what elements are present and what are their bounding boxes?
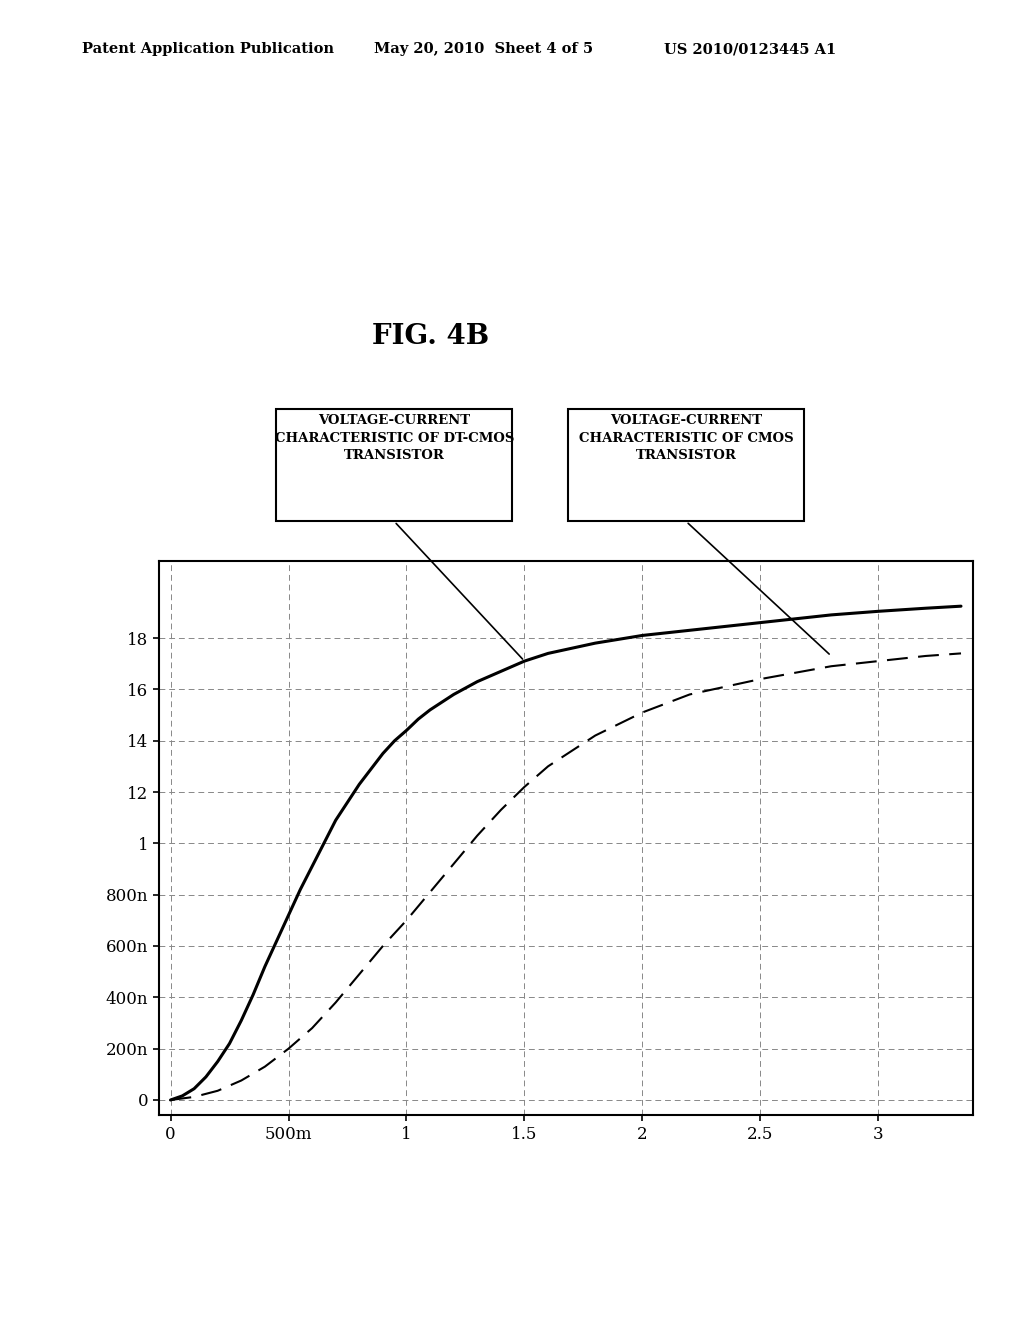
FancyBboxPatch shape xyxy=(276,409,512,521)
Text: Patent Application Publication: Patent Application Publication xyxy=(82,42,334,57)
Text: May 20, 2010  Sheet 4 of 5: May 20, 2010 Sheet 4 of 5 xyxy=(374,42,593,57)
Text: US 2010/0123445 A1: US 2010/0123445 A1 xyxy=(664,42,836,57)
FancyBboxPatch shape xyxy=(568,409,804,521)
Text: FIG. 4B: FIG. 4B xyxy=(372,323,488,350)
Text: VOLTAGE-CURRENT
CHARACTERISTIC OF CMOS
TRANSISTOR: VOLTAGE-CURRENT CHARACTERISTIC OF CMOS T… xyxy=(579,414,794,462)
Text: VOLTAGE-CURRENT
CHARACTERISTIC OF DT-CMOS
TRANSISTOR: VOLTAGE-CURRENT CHARACTERISTIC OF DT-CMO… xyxy=(274,414,514,462)
